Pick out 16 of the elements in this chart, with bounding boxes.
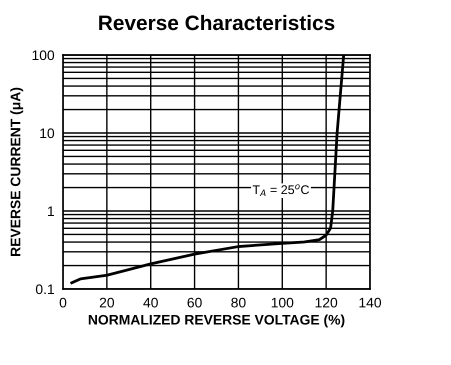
x-axis-title: NORMALIZED REVERSE VOLTAGE (%)	[88, 314, 344, 328]
x-tick-label: 60	[188, 298, 202, 308]
x-tick-label: 120	[316, 298, 338, 308]
y-axis-title: REVERSE CURRENT (μA)	[10, 88, 24, 256]
x-tick-label: 80	[231, 298, 246, 308]
y-tick-label: 1	[48, 206, 54, 216]
annotation: T$_{A}$ = 25$^{o}$C	[252, 184, 310, 196]
y-tick-label: 0.1	[36, 284, 54, 294]
chart-title: Reverse Characteristics	[99, 14, 334, 30]
x-tick-label: 140	[359, 298, 382, 308]
x-tick-label: 0	[60, 298, 66, 308]
x-tick-label: 100	[272, 298, 294, 308]
x-tick-label: 20	[100, 298, 114, 308]
y-tick-label: 100	[32, 50, 54, 60]
y-tick-label: 10	[40, 128, 54, 138]
x-tick-label: 40	[143, 298, 158, 308]
